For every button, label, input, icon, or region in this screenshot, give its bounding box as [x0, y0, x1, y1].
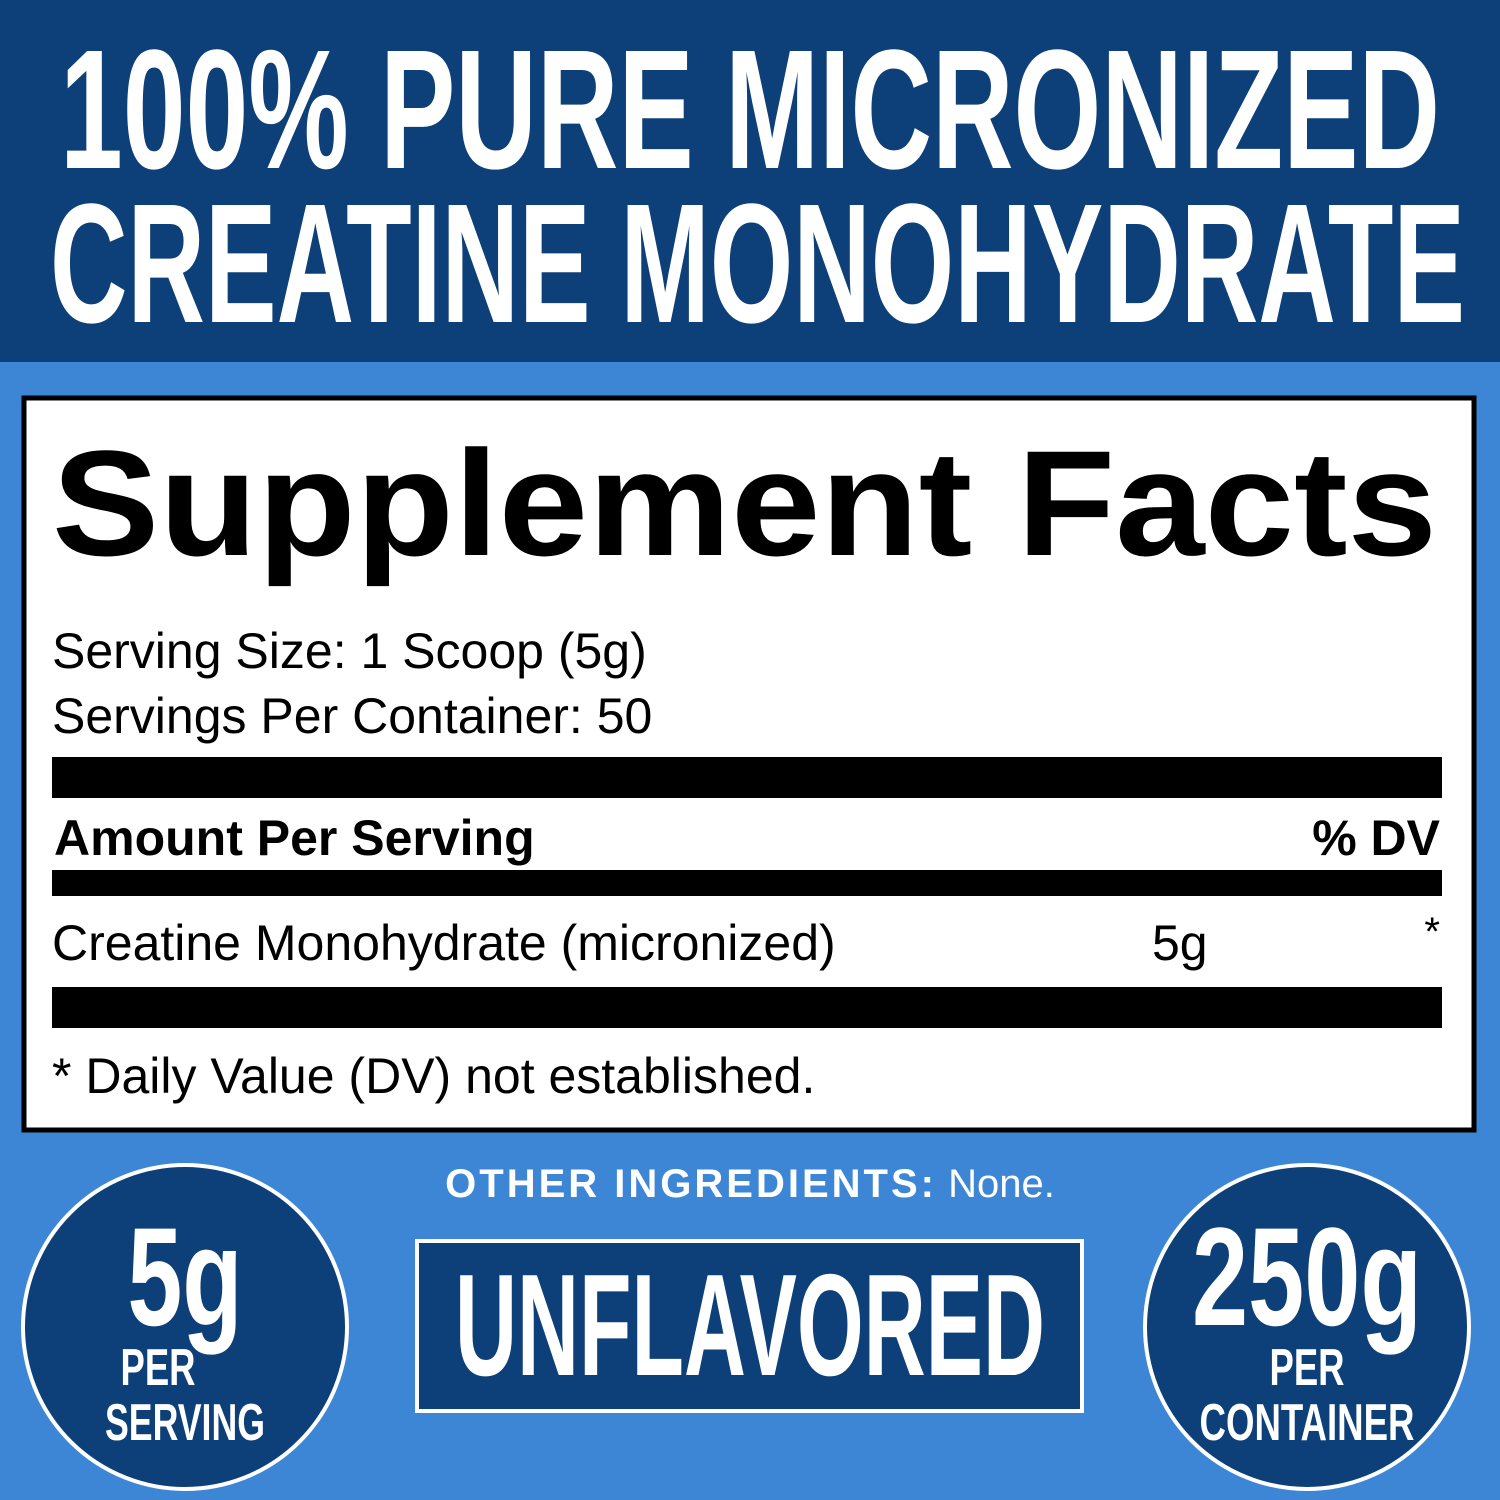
- header-band: [0, 0, 1500, 362]
- facts-title: Supplement Facts: [52, 419, 1437, 587]
- servings-per-container: Servings Per Container: 50: [52, 688, 652, 744]
- other-ingredients-label: OTHER INGREDIENTS:: [445, 1162, 937, 1206]
- ingredient-amount: 5g: [1152, 915, 1208, 971]
- ingredient-dv: *: [1424, 910, 1440, 954]
- other-ingredients-value: None.: [948, 1162, 1055, 1206]
- badge-amount: 250g: [1192, 1198, 1422, 1355]
- footnote: * Daily Value (DV) not established.: [52, 1048, 815, 1104]
- badge-line: PER: [1270, 1339, 1345, 1397]
- header-line: CREATINE MONOHYDRATE: [50, 169, 1465, 359]
- amount-header: Amount Per Serving: [54, 810, 535, 866]
- header-line: 100% PURE MICRONIZED: [60, 15, 1440, 205]
- badge-circle: [21, 1163, 349, 1491]
- badge-line: PER: [121, 1339, 196, 1397]
- badge-circle: [1143, 1163, 1471, 1491]
- badge-line: CONTAINER: [1200, 1394, 1415, 1452]
- badge-line: SERVING: [105, 1394, 265, 1452]
- other-ingredients: OTHER INGREDIENTS: None.: [445, 1162, 1055, 1206]
- badge-amount: 5g: [128, 1198, 243, 1355]
- divider: [52, 757, 1442, 798]
- dv-header: % DV: [1312, 810, 1440, 866]
- serving-size: Serving Size: 1 Scoop (5g): [52, 623, 647, 679]
- flavor: UNFLAVORED: [455, 1244, 1045, 1406]
- flavor-box: [415, 1239, 1084, 1413]
- ingredient-name: Creatine Monohydrate (micronized): [52, 915, 836, 971]
- divider: [52, 870, 1442, 896]
- divider: [52, 987, 1442, 1028]
